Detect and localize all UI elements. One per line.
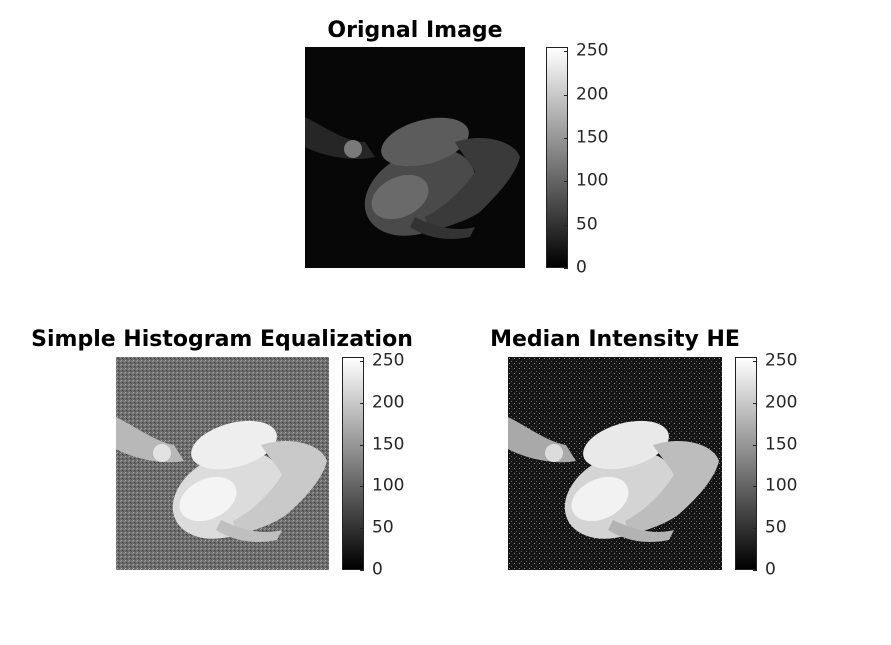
bust-image-median [508, 357, 722, 570]
colorbar-tick-label: 0 [576, 257, 587, 278]
colorbar-tick-label: 150 [576, 127, 609, 148]
image-original [305, 47, 525, 268]
image-simple-he [116, 357, 329, 570]
colorbar-median-he [735, 357, 757, 570]
colorbar-tick-label: 100 [765, 475, 798, 496]
colorbar-tick-mark [564, 181, 568, 182]
colorbar-tick-label: 250 [765, 350, 798, 371]
colorbar-tick-label: 150 [372, 434, 405, 455]
colorbar-tick-mark [564, 95, 568, 96]
colorbar-tick-label: 200 [372, 392, 405, 413]
colorbar-tick-mark [564, 138, 568, 139]
colorbar-tick-mark [360, 528, 364, 529]
colorbar-tick-label: 0 [372, 559, 383, 580]
colorbar-tick-mark [753, 403, 757, 404]
colorbar-tick-label: 250 [576, 40, 609, 61]
colorbar-tick-label: 150 [765, 434, 798, 455]
colorbar-tick-mark [360, 403, 364, 404]
colorbar-tick-label: 250 [372, 350, 405, 371]
colorbar-tick-label: 200 [576, 84, 609, 105]
colorbar-tick-mark [360, 486, 364, 487]
colorbar-tick-mark [360, 361, 364, 362]
bust-image-equalized [116, 357, 329, 570]
colorbar-tick-mark [753, 486, 757, 487]
colorbar-tick-mark [360, 445, 364, 446]
colorbar-tick-mark [753, 528, 757, 529]
colorbar-tick-label: 200 [765, 392, 798, 413]
colorbar-tick-label: 50 [765, 517, 787, 538]
colorbar-tick-mark [753, 361, 757, 362]
bust-image-dark [305, 47, 525, 268]
colorbar-tick-label: 50 [576, 214, 598, 235]
colorbar-tick-label: 50 [372, 517, 394, 538]
image-median-he [508, 357, 722, 570]
panel-title-original: Orignal Image [327, 18, 503, 43]
colorbar-tick-mark [564, 268, 568, 269]
colorbar-tick-label: 100 [576, 170, 609, 191]
colorbar-tick-mark [753, 445, 757, 446]
colorbar-original [546, 47, 568, 268]
colorbar-tick-mark [564, 51, 568, 52]
colorbar-simple-he [342, 357, 364, 570]
colorbar-tick-label: 100 [372, 475, 405, 496]
colorbar-tick-mark [753, 570, 757, 571]
panel-title-median-he: Median Intensity HE [490, 327, 740, 352]
panel-title-simple-he: Simple Histogram Equalization [31, 327, 413, 352]
colorbar-tick-mark [360, 570, 364, 571]
colorbar-tick-mark [564, 225, 568, 226]
colorbar-tick-label: 0 [765, 559, 776, 580]
